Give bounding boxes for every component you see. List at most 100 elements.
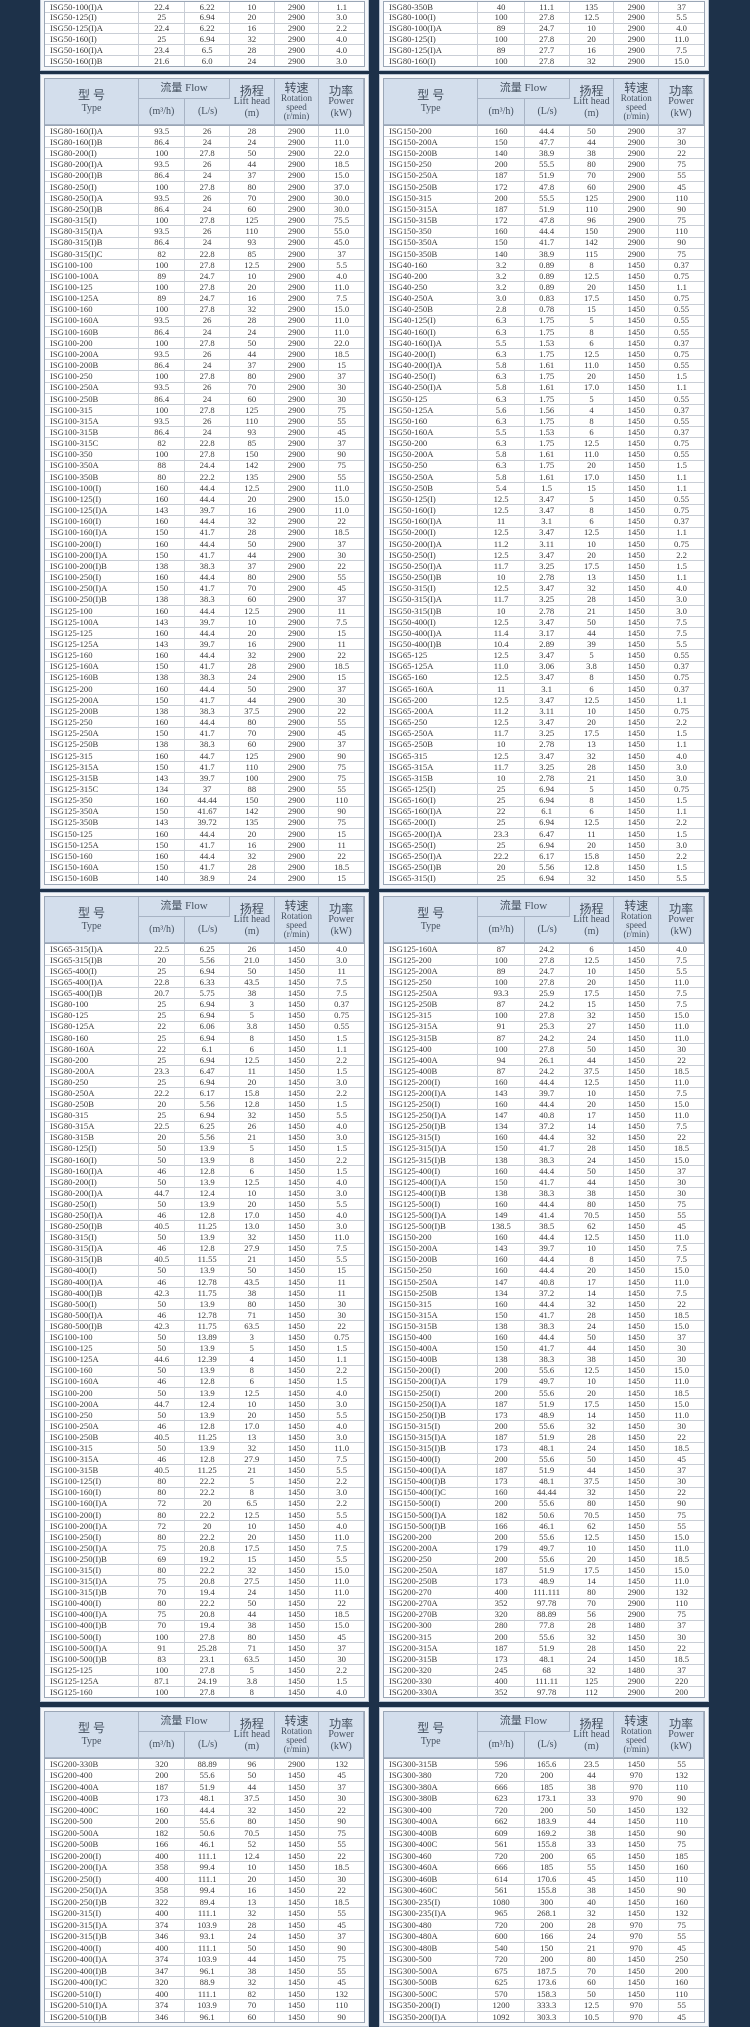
cell-rotation-speed: 1450 <box>275 977 320 988</box>
cell-power: 110 <box>675 1598 688 1609</box>
table-row: ISG200-400 200 55.6 50 1450 45 <box>45 1770 364 1782</box>
table-row: ISG80-500(I) 50 13.9 80 1450 30 <box>45 1299 364 1311</box>
cell-power: 22 <box>337 516 346 527</box>
cell-power: 0.75 <box>334 1332 350 1343</box>
cell-flow-ls: 44.4 <box>185 650 230 661</box>
cell-flow-ls: 13.9 <box>185 1409 230 1421</box>
table-row: ISG100-160(I) 80 22.2 8 1450 3.0 <box>45 1487 364 1499</box>
cell-flow-m3h: 12.5 <box>478 672 525 683</box>
cell-lift-head: 20 <box>570 34 615 45</box>
table-row: ISG125-125 160 44.4 20 2900 15 <box>45 628 364 640</box>
cell-power: 5.5 <box>336 1409 348 1420</box>
cell-type: ISG80-315B <box>45 1132 140 1143</box>
table-row: ISG200-250B 173 48.9 14 1450 11.0 <box>384 1576 704 1588</box>
table-header: 型 号 Type 流量 Flow 扬程 Lift head (m) 转速 Rot… <box>44 78 365 125</box>
cell-type: ISG200-320 <box>384 1665 479 1676</box>
cell-power: 3.0 <box>336 955 348 965</box>
cell-power: 15.0 <box>674 1531 690 1542</box>
cell-flow-ls: 37.2 <box>525 1121 570 1132</box>
cell-rotation-speed: 1450 <box>614 1066 660 1077</box>
cell-rotation-speed: 1450 <box>275 1188 320 1199</box>
cell-rotation-speed: 1450 <box>275 966 320 977</box>
cell-flow-ls: 27.8 <box>185 181 230 192</box>
cell-flow-m3h: 89 <box>139 271 186 282</box>
cell-lift-head: 38 <box>230 1965 275 1977</box>
cell-type: ISG125-315(I) <box>384 1132 479 1143</box>
cell-rotation-speed: 1450 <box>275 1287 320 1298</box>
cell-lift-head: 38 <box>230 1287 275 1298</box>
cell-flow-m3h: 20 <box>478 862 525 873</box>
cell-rotation-speed: 1450 <box>275 1332 320 1343</box>
cell-power: 110 <box>335 2000 348 2011</box>
cell-lift-head: 24 <box>230 56 275 66</box>
cell-flow-ls: 51.9 <box>525 170 570 181</box>
table-row: ISG80-200(I)B 86.4 24 37 2900 15.0 <box>45 170 364 182</box>
cell-flow-m3h: 134 <box>478 1121 525 1132</box>
cell-type: ISG125-315A <box>384 1021 479 1032</box>
table-row: ISG200-500 200 55.6 80 1450 90 <box>45 1816 364 1828</box>
cell-flow-m3h: 143 <box>478 1088 525 1099</box>
cell-lift-head: 70 <box>230 382 275 393</box>
cell-type: ISG300-380 <box>384 1770 479 1781</box>
cell-power: 18.5 <box>334 349 350 359</box>
cell-flow-m3h: 600 <box>478 1931 525 1942</box>
cell-lift-head: 20 <box>570 1265 615 1276</box>
cell-rotation-speed: 1450 <box>275 1988 320 2000</box>
cell-rotation-speed: 2900 <box>275 304 320 315</box>
cell-power: 220 <box>675 1676 689 1686</box>
cell-flow-ls: 20.8 <box>185 1543 230 1554</box>
cell-flow-m3h: 400 <box>139 1873 186 1885</box>
cell-type: ISG100-400(I)A <box>45 1609 140 1620</box>
cell-type: ISG80-200(I) <box>45 148 140 159</box>
cell-flow-m3h: 400 <box>478 1676 525 1687</box>
header-flow-ls: (L/s) <box>524 99 570 125</box>
cell-power: 22 <box>337 1598 346 1609</box>
cell-power: 200 <box>675 1965 689 1976</box>
cell-power: 4.0 <box>676 583 687 594</box>
cell-type: ISG125-250A <box>384 988 479 999</box>
cell-flow-ls: 6.94 <box>185 1077 230 1088</box>
cell-flow-ls: 3.25 <box>525 594 570 605</box>
cell-type: ISG50-200A <box>384 449 479 460</box>
cell-type: ISG65-250(I) <box>384 840 479 851</box>
cell-rotation-speed: 1450 <box>614 1343 660 1354</box>
cell-flow-ls: 20 <box>185 1520 230 1531</box>
cell-type: ISG100-160(I) <box>45 516 140 527</box>
table-row: ISG50-250(I)A 11.7 3.25 17.5 1450 1.5 <box>384 561 704 573</box>
cell-type: ISG40-250A <box>384 293 479 304</box>
table-row: ISG350-200(I) 1200 333.3 12.5 970 55 <box>384 2000 704 2012</box>
cell-lift-head: 37.5 <box>230 706 275 717</box>
cell-flow-ls: 24.7 <box>525 966 570 977</box>
cell-flow-ls: 3.47 <box>525 750 570 761</box>
table-row: ISG150-350A 150 41.7 142 2900 90 <box>384 237 704 249</box>
cell-flow-m3h: 11.7 <box>478 728 525 739</box>
table-row: ISG125-315C 134 37 88 2900 55 <box>45 784 364 796</box>
cell-flow-ls: 24.2 <box>525 944 570 955</box>
cell-lift-head: 85 <box>230 248 275 259</box>
cell-lift-head: 32 <box>230 304 275 315</box>
cell-lift-head: 21 <box>570 1942 615 1954</box>
cell-rotation-speed: 2900 <box>275 761 320 773</box>
cell-type: ISG65-315A <box>384 761 479 773</box>
cell-power: 7.5 <box>676 1287 687 1298</box>
cell-type: ISG300-500 <box>384 1954 479 1965</box>
cell-power: 15.0 <box>674 1010 690 1021</box>
cell-type: ISG80-200A <box>45 1066 140 1077</box>
table-row: ISG100-125A 44.6 12.39 4 1450 1.1 <box>45 1354 364 1366</box>
cell-power: 90 <box>677 204 686 214</box>
cell-type: ISG40-160(I)A <box>384 337 479 349</box>
cell-lift-head: 38 <box>570 1188 615 1199</box>
table-row: ISG200-250(I) 400 111.1 20 1450 30 <box>45 1873 364 1886</box>
cell-flow-ls: 39.72 <box>185 817 230 828</box>
table-row: ISG80-100 25 6.94 3 1450 0.37 <box>45 999 364 1011</box>
cell-flow-m3h: 11.2 <box>478 538 525 549</box>
cell-flow-ls: 2.78 <box>525 773 570 784</box>
cell-type: ISG150-250(I)A <box>384 1398 479 1409</box>
cell-type: ISG125-400B <box>384 1066 479 1077</box>
cell-type: ISG80-160(I)B <box>45 137 140 148</box>
table-row: ISG50-125(I)A 22.4 6.22 16 2900 2.2 <box>45 23 364 35</box>
cell-rotation-speed: 1450 <box>614 1908 660 1919</box>
cell-rotation-speed: 1450 <box>614 1232 660 1243</box>
cell-power: 0.37 <box>674 683 690 694</box>
cell-rotation-speed: 2900 <box>275 404 320 416</box>
